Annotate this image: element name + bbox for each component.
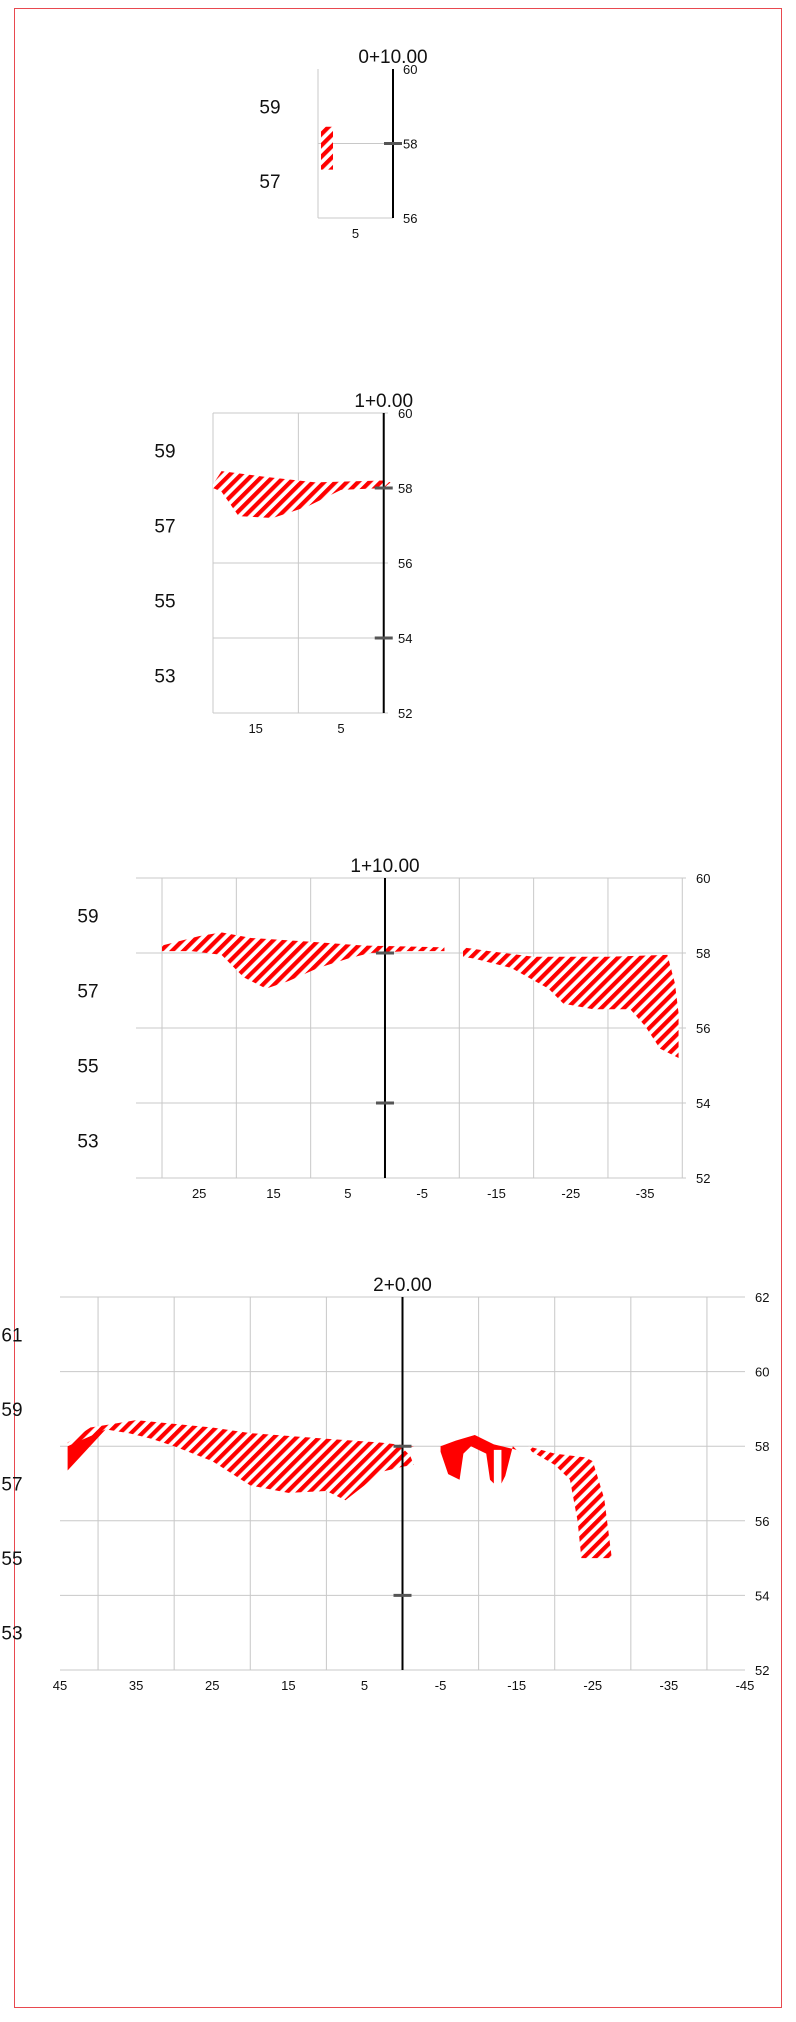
section-plot-2: 1+0.00 15 5 52 54 56 58 60 53 55 57 59 <box>154 391 413 736</box>
right-y-tick-label: 54 <box>755 1588 769 1603</box>
right-y-tick-label: 56 <box>755 1514 769 1529</box>
x-tick-label: 5 <box>337 721 344 736</box>
x-tick-label: 35 <box>129 1678 143 1693</box>
section-title: 2+0.00 <box>373 1275 432 1296</box>
x-tick-label: -5 <box>416 1186 428 1201</box>
x-tick-label: 45 <box>53 1678 67 1693</box>
x-tick-label: -15 <box>487 1186 506 1201</box>
drawing-sheet-border <box>14 8 782 2008</box>
right-y-tick-label: 60 <box>696 871 710 886</box>
x-tick-label: 15 <box>281 1678 295 1693</box>
left-y-label: 59 <box>1 1400 22 1421</box>
section-plot-1: 0+10.00 5 56 58 60 57 59 <box>259 47 427 241</box>
left-y-label: 61 <box>1 1325 22 1346</box>
left-y-label: 55 <box>154 592 175 613</box>
hatched-cut-region <box>528 1446 612 1559</box>
x-tick-label: 15 <box>248 721 262 736</box>
section-title: 1+0.00 <box>354 391 413 412</box>
x-tick-label: 5 <box>344 1186 351 1201</box>
hatched-cut-region <box>463 947 679 1058</box>
x-tick-label: -15 <box>507 1678 526 1693</box>
left-y-label: 55 <box>77 1057 98 1078</box>
right-y-tick-label: 52 <box>755 1663 769 1678</box>
right-y-tick-label: 62 <box>755 1290 769 1305</box>
x-tick-label: -45 <box>736 1678 755 1693</box>
hatched-cut-region <box>162 932 445 989</box>
x-tick-label: 5 <box>361 1678 368 1693</box>
hatched-cut-region <box>213 471 391 518</box>
right-y-tick-label: 60 <box>403 62 417 77</box>
right-y-tick-label: 58 <box>398 481 412 496</box>
left-y-label: 53 <box>1 1624 22 1645</box>
left-y-label: 57 <box>154 517 175 538</box>
section-title: 0+10.00 <box>358 47 427 68</box>
x-tick-label: 25 <box>205 1678 219 1693</box>
left-y-label: 59 <box>259 97 280 118</box>
hatched-cut-region <box>321 126 333 170</box>
right-y-tick-label: 54 <box>398 631 412 646</box>
hatched-cut-region <box>67 1420 414 1501</box>
left-y-label: 59 <box>77 907 98 928</box>
section-plot-3: 1+10.00 25 15 5 -5 -15 -25 -35 52 54 56 58 60 53 55 57 5… <box>77 856 710 1201</box>
section-title: 1+10.00 <box>350 856 419 877</box>
left-y-label: 57 <box>259 172 280 193</box>
left-y-label: 53 <box>77 1132 98 1153</box>
left-y-label: 59 <box>154 442 175 463</box>
right-y-tick-label: 60 <box>398 406 412 421</box>
left-y-label: 53 <box>154 667 175 688</box>
x-tick-label: -25 <box>561 1186 580 1201</box>
x-tick-label: 5 <box>352 226 359 241</box>
right-y-tick-label: 52 <box>696 1171 710 1186</box>
left-y-label: 55 <box>1 1549 22 1570</box>
left-y-label: 57 <box>77 982 98 1003</box>
right-y-tick-label: 56 <box>403 211 417 226</box>
solid-fill-region <box>440 1435 521 1484</box>
right-y-tick-label: 56 <box>696 1021 710 1036</box>
left-y-label: 57 <box>1 1475 22 1496</box>
right-y-tick-label: 56 <box>398 556 412 571</box>
right-y-tick-label: 60 <box>755 1365 769 1380</box>
right-y-tick-label: 58 <box>696 946 710 961</box>
right-y-tick-label: 58 <box>403 137 417 152</box>
right-y-tick-label: 54 <box>696 1096 710 1111</box>
x-tick-label: -5 <box>435 1678 447 1693</box>
right-y-tick-label: 58 <box>755 1439 769 1454</box>
x-tick-label: 15 <box>266 1186 280 1201</box>
right-y-tick-label: 52 <box>398 706 412 721</box>
x-tick-label: -35 <box>659 1678 678 1693</box>
x-tick-label: -25 <box>583 1678 602 1693</box>
x-tick-label: 25 <box>192 1186 206 1201</box>
x-tick-label: -35 <box>636 1186 655 1201</box>
